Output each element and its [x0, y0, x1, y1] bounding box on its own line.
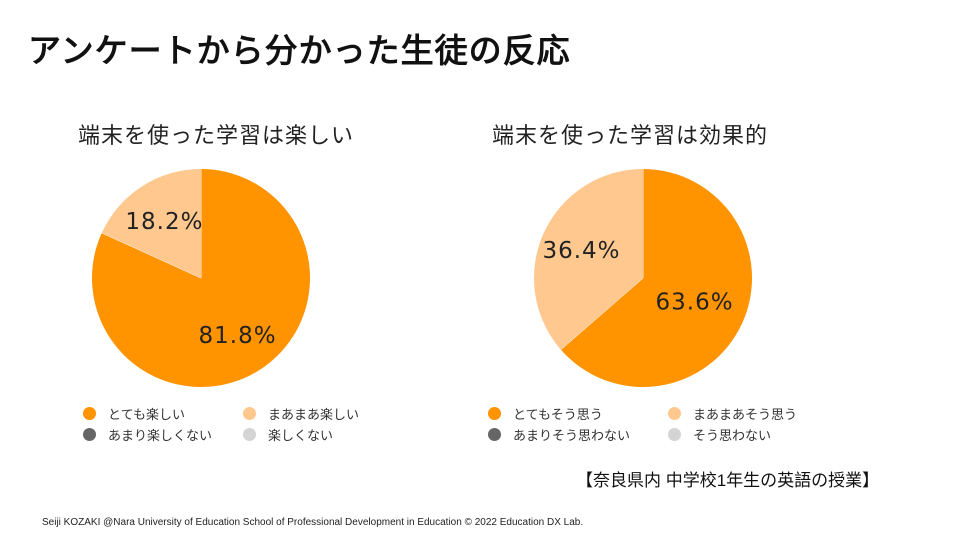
chart-title-enjoyable: 端末を使った学習は楽しい: [78, 124, 355, 149]
legend-dot-not-much-icon: [83, 428, 96, 441]
legend-dot-somewhat-icon: [243, 407, 256, 420]
legend-label: あまりそう思わない: [513, 429, 631, 444]
legend-dot-very-icon: [83, 407, 96, 420]
pie-slice: [101, 169, 201, 278]
legend-item: まあまあ楽しい: [243, 404, 359, 423]
legend-label: とてもそう思う: [513, 408, 603, 423]
pie-data-label: 81.8%: [199, 323, 277, 349]
footer-credit: Seiji KOZAKI @Nara University of Educati…: [42, 517, 584, 528]
pie-data-label: 36.4%: [542, 238, 620, 264]
legend-dot-somewhat-icon: [668, 407, 681, 420]
legend-label: とても楽しい: [108, 408, 185, 423]
legend-label: そう思わない: [693, 429, 772, 444]
slide-title: アンケートから分かった生徒の反応: [28, 31, 571, 70]
pie-slice: [534, 169, 643, 350]
class-note: 【奈良県内 中学校1年生の英語の授業】: [576, 471, 880, 490]
chart-title-effective: 端末を使った学習は効果的: [492, 124, 769, 149]
legend-label: あまり楽しくない: [108, 429, 213, 444]
legend-dot-not-icon: [668, 428, 681, 441]
legend-dot-not-much-icon: [488, 428, 501, 441]
legend-dot-not-icon: [243, 428, 256, 441]
pie-slice: [560, 169, 752, 388]
pie-chart-effective: 63.6% 36.4%: [534, 169, 752, 388]
legend-label: 楽しくない: [268, 429, 334, 444]
legend-item: とてもそう思う: [488, 404, 603, 423]
pie-chart-enjoyable: 81.8% 18.2%: [91, 169, 310, 387]
legend-label: まあまあ楽しい: [268, 408, 360, 423]
legend-item: まあまあそう思う: [668, 404, 797, 423]
legend-item: 楽しくない: [243, 425, 333, 444]
legend-item: とても楽しい: [83, 404, 185, 423]
legend-label: まあまあそう思う: [693, 408, 798, 423]
legend-item: あまり楽しくない: [83, 425, 212, 444]
pie-data-label: 63.6%: [656, 289, 734, 315]
legend-dot-very-icon: [488, 407, 501, 420]
legend-item: あまりそう思わない: [488, 425, 630, 444]
pie-data-label: 18.2%: [125, 209, 203, 235]
legend-item: そう思わない: [668, 425, 771, 444]
